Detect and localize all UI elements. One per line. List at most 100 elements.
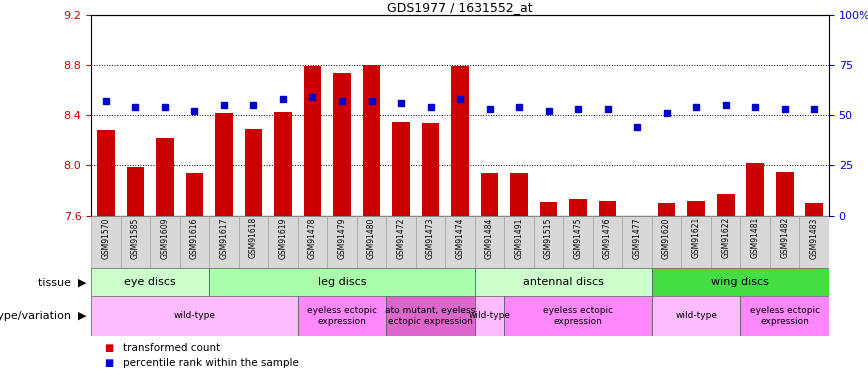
Text: wing discs: wing discs [712, 277, 769, 287]
Bar [652, 296, 740, 336]
Text: GSM91475: GSM91475 [574, 217, 582, 259]
Text: percentile rank within the sample: percentile rank within the sample [123, 358, 299, 368]
Bar [245, 129, 262, 216]
Bar [687, 201, 705, 216]
Bar [91, 296, 298, 336]
Text: GSM91617: GSM91617 [220, 217, 228, 259]
Bar [304, 66, 321, 216]
Bar [740, 216, 770, 268]
Bar [357, 216, 386, 268]
Text: GSM91484: GSM91484 [485, 217, 494, 259]
Title: GDS1977 / 1631552_at: GDS1977 / 1631552_at [387, 1, 533, 14]
Bar [333, 73, 351, 216]
Bar [746, 163, 764, 216]
Bar [209, 268, 475, 296]
Bar [186, 173, 203, 216]
Text: GSM91479: GSM91479 [338, 217, 346, 259]
Bar [209, 216, 239, 268]
Bar [658, 203, 675, 216]
Bar [652, 216, 681, 268]
Text: GSM91481: GSM91481 [751, 217, 760, 258]
Text: GSM91570: GSM91570 [102, 217, 110, 259]
Text: GSM91483: GSM91483 [810, 217, 819, 259]
Text: GSM91482: GSM91482 [780, 217, 789, 258]
Bar [717, 194, 734, 216]
Bar [121, 216, 150, 268]
Text: GSM91474: GSM91474 [456, 217, 464, 259]
Bar [504, 216, 534, 268]
Bar [274, 111, 292, 216]
Bar [327, 216, 357, 268]
Text: eyeless ectopic
expression: eyeless ectopic expression [307, 306, 377, 326]
Bar [569, 200, 587, 216]
Text: genotype/variation  ▶: genotype/variation ▶ [0, 311, 87, 321]
Bar [806, 203, 823, 216]
Bar [740, 296, 829, 336]
Text: GSM91619: GSM91619 [279, 217, 287, 259]
Text: wild-type: wild-type [469, 311, 510, 320]
Bar [510, 173, 528, 216]
Bar [534, 216, 563, 268]
Bar [422, 123, 439, 216]
Bar [622, 216, 652, 268]
Text: GSM91473: GSM91473 [426, 217, 435, 259]
Bar [475, 216, 504, 268]
Text: GSM91480: GSM91480 [367, 217, 376, 259]
Bar [504, 296, 652, 336]
Bar [475, 268, 652, 296]
Bar [681, 216, 711, 268]
Text: wild-type: wild-type [675, 311, 717, 320]
Bar [386, 216, 416, 268]
Bar [481, 173, 498, 216]
Text: GSM91477: GSM91477 [633, 217, 641, 259]
Text: tissue  ▶: tissue ▶ [38, 277, 87, 287]
Text: GSM91476: GSM91476 [603, 217, 612, 259]
Bar [593, 216, 622, 268]
Bar [599, 201, 616, 216]
Bar [298, 216, 327, 268]
Bar [540, 202, 557, 216]
Bar [91, 216, 121, 268]
Bar [91, 268, 209, 296]
Text: eyeless ectopic
expression: eyeless ectopic expression [543, 306, 613, 326]
Text: ■: ■ [104, 343, 114, 352]
Bar [363, 65, 380, 216]
Bar [298, 296, 386, 336]
Text: ato mutant, eyeless
ectopic expression: ato mutant, eyeless ectopic expression [385, 306, 476, 326]
Bar [652, 268, 829, 296]
Bar [180, 216, 209, 268]
Text: eye discs: eye discs [124, 277, 176, 287]
Bar [127, 167, 144, 216]
Bar [416, 216, 445, 268]
Text: GSM91622: GSM91622 [721, 217, 730, 258]
Bar [156, 138, 174, 216]
Bar [97, 130, 115, 216]
Text: GSM91621: GSM91621 [692, 217, 700, 258]
Bar [239, 216, 268, 268]
Text: GSM91585: GSM91585 [131, 217, 140, 259]
Text: wild-type: wild-type [174, 311, 215, 320]
Bar [475, 296, 504, 336]
Bar [215, 113, 233, 216]
Text: leg discs: leg discs [318, 277, 366, 287]
Text: GSM91472: GSM91472 [397, 217, 405, 259]
Text: GSM91491: GSM91491 [515, 217, 523, 259]
Bar [445, 216, 475, 268]
Text: GSM91620: GSM91620 [662, 217, 671, 259]
Bar [150, 216, 180, 268]
Bar [770, 216, 799, 268]
Bar [711, 216, 740, 268]
Bar [268, 216, 298, 268]
Text: antennal discs: antennal discs [523, 277, 604, 287]
Text: GSM91609: GSM91609 [161, 217, 169, 259]
Bar [563, 216, 593, 268]
Text: transformed count: transformed count [123, 343, 220, 352]
Text: GSM91618: GSM91618 [249, 217, 258, 258]
Text: eyeless ectopic
expression: eyeless ectopic expression [750, 306, 819, 326]
Text: GSM91478: GSM91478 [308, 217, 317, 259]
Text: GSM91515: GSM91515 [544, 217, 553, 259]
Text: ■: ■ [104, 358, 114, 368]
Bar [776, 172, 793, 216]
Bar [451, 66, 469, 216]
Text: GSM91616: GSM91616 [190, 217, 199, 259]
